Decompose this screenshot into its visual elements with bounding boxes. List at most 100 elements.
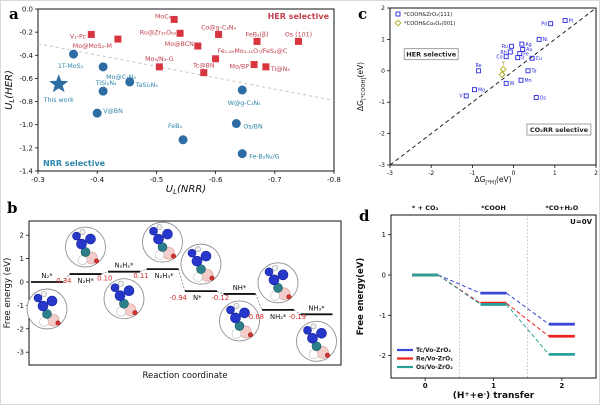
atom xyxy=(307,332,318,344)
data-point: TaSi₂N₄ xyxy=(125,77,158,89)
data-point-marker xyxy=(517,51,523,56)
data-point-marker xyxy=(548,21,554,27)
legend-entry: Tc/Vo-ZrO₂ xyxy=(416,347,451,354)
data-point-label: V@BN xyxy=(103,107,123,115)
data-point: Mo/BP xyxy=(230,61,258,71)
data-point: Mo@MoS₂-M xyxy=(73,35,122,50)
data-point: Au xyxy=(520,46,532,53)
data-point-label: Os xyxy=(540,95,547,101)
data-point-label: Rh xyxy=(500,50,506,56)
atom xyxy=(80,247,91,257)
y-tick-label: -3 xyxy=(379,162,385,169)
data-point-marker xyxy=(520,46,526,52)
data-point: Co@g-C₃N₄ xyxy=(201,23,237,38)
y-tick-label: 1 xyxy=(381,36,385,43)
x-axis-label: ΔG[*H](eV) xyxy=(474,175,511,186)
data-point-label: Ta xyxy=(531,69,537,75)
x-tick-label: -0.5 xyxy=(150,176,164,184)
atom xyxy=(264,267,274,277)
data-point: Tc@BN xyxy=(192,62,215,77)
data-point: 1T-MoS₂ xyxy=(58,49,84,70)
y-tick-label: 0 xyxy=(381,68,385,75)
panel-letter-d: d xyxy=(359,207,370,225)
data-point-label: Co@g-C₃N₄ xyxy=(201,23,236,31)
data-point-label: 1T-MoS₂ xyxy=(58,63,84,70)
atom xyxy=(55,320,61,326)
y-tick-label: -0.4 xyxy=(19,52,33,60)
data-point-label: Fe xyxy=(523,51,528,57)
y-tick-label: 0 xyxy=(20,279,24,287)
data-point: This work xyxy=(43,74,74,104)
legend-entry: *COOH&ZrO₂(111) xyxy=(404,12,452,18)
atom xyxy=(116,306,126,317)
data-point: Mo@C₃N₄ xyxy=(98,62,136,81)
y-tick-label: -0.6 xyxy=(19,75,33,83)
legend-entry: *COOH&Co₃O₄(001) xyxy=(404,21,455,27)
region-label-nrr: NRR selective xyxy=(43,159,106,168)
data-point: Fe₁.₈₉Mo₄.₁₁O₇/FeS₂@C xyxy=(212,47,288,63)
molecule-inset xyxy=(65,226,106,268)
data-point-label: W xyxy=(510,81,515,87)
data-point-label: Tc@BN xyxy=(192,62,215,70)
step-change-value: -0.19 xyxy=(288,313,306,321)
data-point-label: FeB₂(β) xyxy=(246,31,269,38)
data-point-label: Au xyxy=(526,47,532,53)
x-tick-label: -1 xyxy=(469,170,475,177)
data-point: Cu xyxy=(529,55,542,62)
atom xyxy=(187,248,197,258)
step-connector xyxy=(101,271,109,275)
atom xyxy=(39,317,49,327)
x-tick-label: 0 xyxy=(512,170,516,177)
y-tick-label: 0 xyxy=(382,272,386,280)
atom xyxy=(231,329,242,339)
species-label: N₂H₃* xyxy=(155,272,175,280)
data-point: V@BN xyxy=(92,107,123,118)
species-label: NH₂* xyxy=(270,313,287,321)
atom xyxy=(324,352,330,358)
atom xyxy=(37,300,49,312)
data-point-label: V xyxy=(459,94,463,100)
atom xyxy=(156,224,163,231)
data-point-marker xyxy=(114,35,122,43)
step-connector xyxy=(293,309,301,315)
y-tick-label: 2 xyxy=(20,232,24,240)
data-point-marker xyxy=(155,63,163,71)
data-point-marker xyxy=(509,43,514,49)
step-change-value: 0.34 xyxy=(56,277,71,285)
y-tick-label: -2 xyxy=(17,325,24,333)
data-point-marker xyxy=(178,135,188,145)
x-tick-label: 2 xyxy=(594,170,598,177)
potential-annotation: U=0V xyxy=(570,218,592,226)
atom xyxy=(226,305,235,315)
data-point-marker xyxy=(519,41,525,47)
data-point-label: Os/BN xyxy=(243,124,263,131)
x-tick-label: 0 xyxy=(423,382,428,390)
legend-entry: Os/Vo-ZrO₂ xyxy=(416,364,453,371)
x-axis-label: Reaction coordinate xyxy=(143,371,228,381)
molecule-inset xyxy=(142,221,183,263)
atom xyxy=(303,325,312,335)
data-point-marker xyxy=(525,68,531,74)
atom xyxy=(316,327,327,339)
data-point-label: Ir xyxy=(521,55,524,61)
stage-label: *CO+H₂O xyxy=(545,204,578,212)
data-point-marker xyxy=(237,85,247,95)
data-point: Mo@BCN xyxy=(165,40,202,50)
panel-a-chart: -0.3 -0.4 -0.5 -0.6 -0.7 -0.8 0.0 -0.2 -0.4 -0.6 -… xyxy=(4,6,341,197)
atom xyxy=(33,293,43,303)
atom xyxy=(132,310,138,316)
data-point: Ta xyxy=(525,68,537,75)
x-tick-label: 2 xyxy=(559,382,564,390)
panel-c-chart: -3 -2 -1 0 1 2 2 1 0 -1 -2 -3 ΔG[*H](eV) ΔG[*COOH](eV… xyxy=(356,5,598,186)
plot-frame xyxy=(37,8,335,172)
data-point xyxy=(498,71,506,79)
atom xyxy=(41,291,47,297)
data-point-label: Os (101) xyxy=(285,31,312,38)
data-point-marker xyxy=(503,54,509,60)
atom xyxy=(123,285,135,297)
stage-label: * + CO₂ xyxy=(412,204,439,212)
x-tick-label: -0.4 xyxy=(90,176,104,184)
data-point: Ti@N₄ xyxy=(262,63,290,73)
data-point-marker xyxy=(529,55,535,61)
data-point-label: FeB₄ xyxy=(168,123,182,130)
